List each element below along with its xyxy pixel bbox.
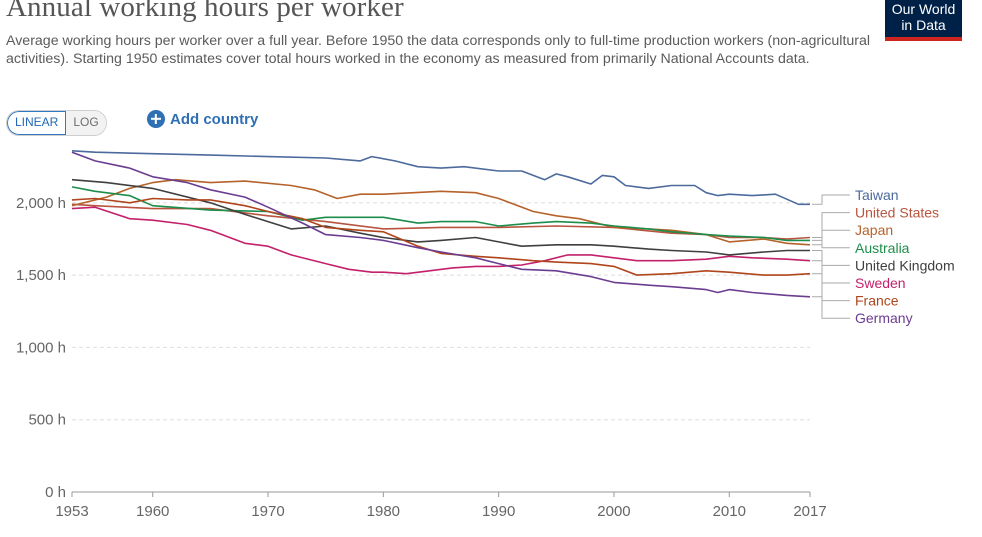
x-tick-label: 2017 — [793, 503, 826, 520]
chart-title: Annual working hours per worker — [6, 0, 404, 23]
scale-toggle: LINEAR LOG — [6, 110, 107, 136]
series-layer — [71, 150, 811, 298]
owid-logo[interactable]: Our World in Data — [885, 0, 962, 41]
add-country-button[interactable]: Add country — [147, 110, 258, 128]
logo-line-2: in Data — [901, 17, 946, 33]
series-line-united-kingdom — [71, 178, 810, 256]
series-line-germany — [71, 151, 811, 298]
x-tick-label: 1990 — [482, 503, 515, 520]
legend-label: Germany — [855, 310, 913, 326]
legend-connector — [812, 260, 850, 284]
legend-label: Japan — [855, 222, 893, 238]
legend-label: Taiwan — [855, 187, 899, 203]
legend-connector — [812, 273, 850, 302]
legend-connector — [812, 212, 850, 238]
legend-label: France — [855, 293, 899, 309]
series-line-taiwan — [71, 150, 810, 206]
x-tick-label: 1970 — [251, 503, 284, 520]
x-tick-label: 1980 — [367, 503, 400, 520]
x-tick-label: 2010 — [713, 503, 746, 520]
y-tick-label: 1,500 h — [16, 267, 66, 284]
chart-subtitle: Average working hours per worker over a … — [6, 33, 871, 67]
legend-connector — [812, 296, 850, 319]
plus-circle-icon — [147, 110, 165, 128]
log-scale-button[interactable]: LOG — [66, 111, 106, 135]
legend-connector — [812, 194, 850, 205]
series-line-sweden — [71, 206, 811, 275]
logo-line-1: Our World — [891, 1, 956, 17]
grid-layer — [72, 202, 810, 421]
x-tick-label: 2000 — [597, 503, 630, 520]
series-line-australia — [71, 186, 810, 242]
y-tick-label: 2,000 h — [16, 195, 66, 212]
y-tick-label: 1,000 h — [16, 339, 66, 356]
x-tick-label: 1960 — [136, 503, 169, 520]
y-tick-label: 500 h — [28, 412, 66, 429]
legend-connector — [812, 239, 850, 249]
linear-scale-button[interactable]: LINEAR — [7, 111, 67, 135]
legend-label: Australia — [855, 240, 910, 256]
y-tick-label: 0 h — [45, 484, 66, 501]
legend-label: Sweden — [855, 275, 906, 291]
add-country-label: Add country — [170, 110, 259, 128]
legend-label: United Kingdom — [855, 257, 955, 273]
series-line-france — [71, 197, 811, 276]
legend-label: United States — [855, 205, 939, 221]
legend-connector — [812, 250, 850, 266]
axis-layer: 0 h 500 h 1,000 h 1,500 h 2,000 h 1953 1960 197… — [16, 195, 827, 520]
legend-connector — [812, 229, 850, 246]
x-tick-label: 1953 — [55, 503, 88, 520]
